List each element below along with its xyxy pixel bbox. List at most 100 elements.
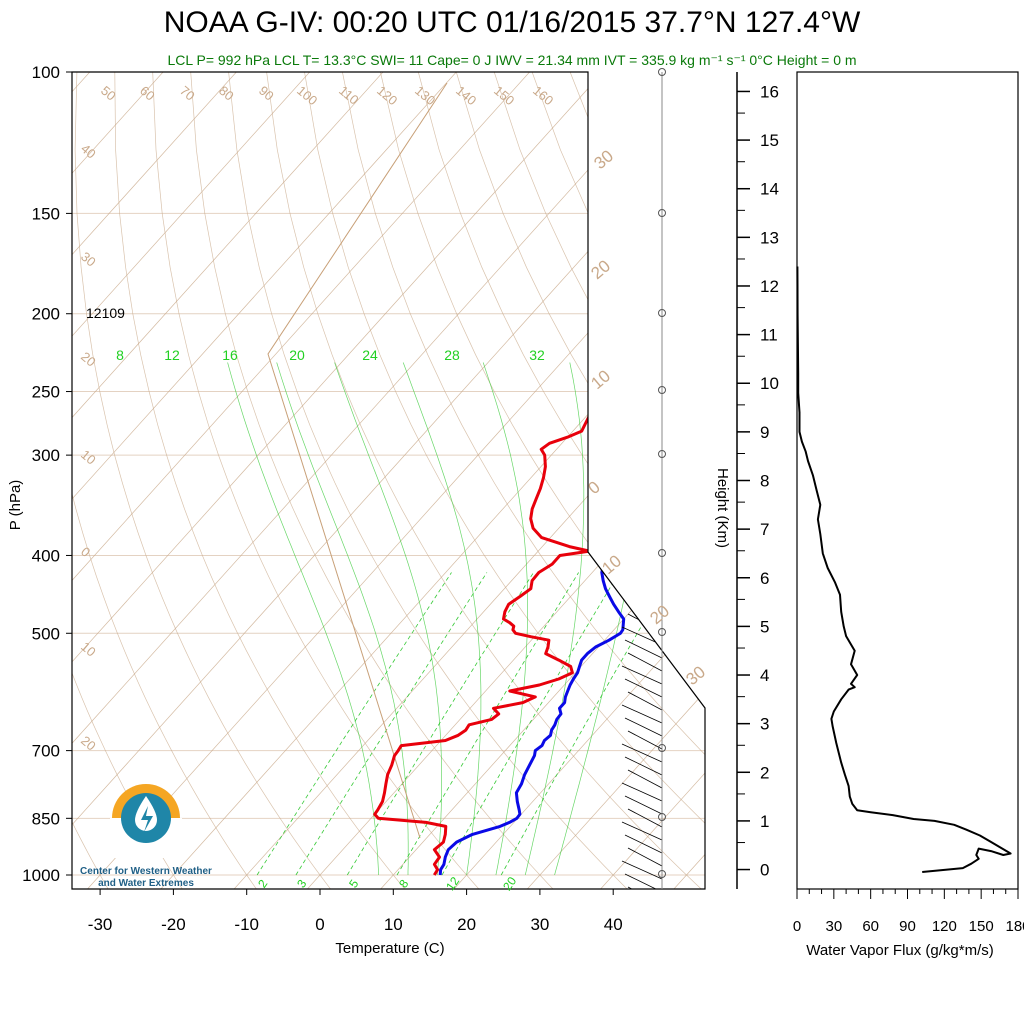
logo-line-1: Center for Western Weather (80, 866, 212, 877)
dry-adiabat (683, 72, 705, 889)
temperature-tick-label: -30 (88, 915, 113, 934)
dry-adiabat (760, 72, 1024, 892)
wind-barb (627, 373, 663, 393)
wind-barb (621, 503, 663, 523)
height-tick-label: 3 (760, 715, 769, 734)
temperature-tick-label: 10 (384, 915, 403, 934)
moist-adiabat-label: 24 (362, 347, 378, 363)
temperature-tick-label: 20 (457, 915, 476, 934)
skewt-plot (72, 54, 1024, 892)
height-tick-label: 15 (760, 131, 779, 150)
isotherm-label: 70 (177, 83, 198, 104)
dry-adiabat (380, 72, 705, 889)
height-tick-label: 2 (760, 763, 769, 782)
pressure-tick-label: 700 (32, 742, 60, 761)
isotherm-line (451, 72, 705, 889)
dry-adiabat (152, 72, 482, 889)
moist-adiabat-label: 28 (444, 347, 460, 363)
mixing-ratio-line (256, 572, 452, 876)
mixing-ratio-line (441, 572, 620, 876)
temperature-tick-label: 0 (315, 915, 324, 934)
moist-adiabat (334, 362, 442, 876)
wind-barb (621, 587, 663, 607)
isotherm-label: 110 (336, 83, 362, 108)
flux-tick-label: 150 (969, 918, 994, 935)
wind-barb (624, 516, 663, 536)
height-tick-label: 13 (760, 228, 779, 247)
cw3e-logo (110, 784, 182, 858)
flux-tick-label: 30 (825, 918, 842, 935)
wind-barb (624, 795, 663, 815)
pressure-tick-label: 400 (32, 546, 60, 565)
isotherm-label: 150 (491, 83, 517, 108)
isotherm-line (72, 72, 327, 889)
station-label: 12109 (86, 305, 125, 321)
parcel-path (267, 82, 448, 839)
isotherm-line (72, 72, 620, 889)
adiabat-label: 30 (590, 146, 617, 173)
moist-adiabat-label: 16 (222, 347, 238, 363)
height-tick-label: 9 (760, 423, 769, 442)
wind-barb (627, 334, 663, 354)
isotherm-line (72, 72, 546, 889)
isotherm-line (157, 72, 705, 889)
mixing-ratio-line (396, 572, 579, 876)
sounding-stats: LCL P= 992 hPa LCL T= 13.3°C SWI= 11 Cap… (167, 52, 857, 68)
wind-barb (624, 399, 663, 419)
height-tick-label: 11 (760, 326, 778, 345)
dry-adiabat (798, 72, 1024, 892)
moist-adiabat-label: 20 (289, 347, 305, 363)
dry-adiabat (607, 72, 705, 889)
level-marker (658, 870, 666, 878)
isotherm-line (72, 72, 400, 889)
wind-barb (621, 425, 663, 445)
isotherm-label: 20 (78, 349, 99, 370)
moist-adiabat (227, 362, 379, 876)
dry-adiabat (417, 72, 705, 889)
mixing-ratio-label: 12 (443, 874, 462, 893)
flux-tick-label: 90 (899, 918, 916, 935)
height-tick-label: 16 (760, 82, 779, 101)
isotherm-label: 10 (78, 447, 99, 468)
temperature-tick-label: 30 (530, 915, 549, 934)
mixing-ratio-line (295, 572, 488, 876)
pressure-tick-label: 250 (32, 383, 60, 402)
temperature-tick-label: 40 (604, 915, 623, 934)
isotherm-line (72, 72, 473, 889)
wind-barb (627, 451, 663, 471)
wind-barb (627, 574, 663, 594)
dry-adiabat (836, 72, 1024, 892)
wind-barb (624, 477, 663, 497)
moist-adiabat (402, 362, 482, 876)
wind-barb (627, 490, 663, 510)
dry-adiabat (645, 72, 705, 889)
mixing-ratio-label: 20 (500, 874, 519, 893)
height-tick-label: 6 (760, 569, 769, 588)
isotherm-label: 80 (216, 83, 237, 104)
isotherm-line (84, 72, 705, 889)
adiabat-label: 30 (682, 662, 709, 689)
height-tick-label: 4 (760, 666, 769, 685)
isotherm-label: 130 (412, 83, 438, 108)
isotherm-line (744, 54, 1024, 892)
wind-barb (627, 808, 663, 828)
temperature-tick-label: -10 (234, 915, 259, 934)
temperature-line (373, 285, 681, 876)
level-marker (658, 450, 666, 458)
wind-barb (627, 847, 663, 867)
wind-barb (627, 412, 663, 432)
height-tick-label: 0 (760, 861, 769, 880)
wind-barb (621, 821, 663, 841)
wind-barb (627, 886, 663, 889)
flux-tick-label: 60 (862, 918, 879, 935)
moist-adiabat-label: 8 (116, 347, 124, 363)
dry-adiabat (342, 72, 705, 889)
isotherm-label: 140 (453, 83, 479, 108)
height-tick-label: 1 (760, 812, 769, 831)
wind-barb (624, 756, 663, 776)
dewpoint-line (438, 285, 705, 876)
wind-barb (621, 860, 663, 880)
level-marker (658, 628, 666, 636)
wind-barb (621, 704, 663, 724)
isotherm-line (72, 72, 180, 889)
